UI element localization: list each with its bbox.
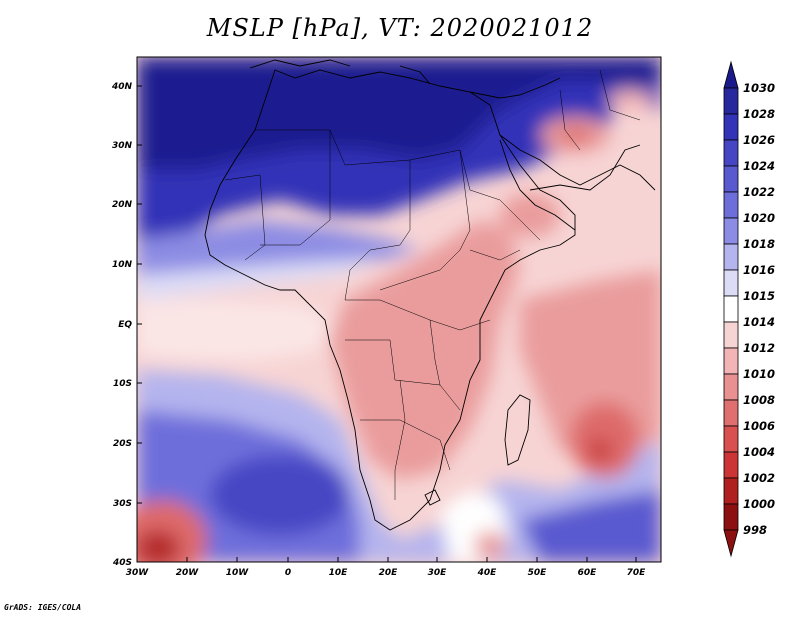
lon-label: 50E [528,568,548,578]
colorbar-cell [723,243,739,271]
lat-label: 30S [113,499,132,509]
colorbar-label: 1008 [743,393,775,407]
colorbar-label: 1004 [743,445,775,459]
colorbar-cell [723,399,739,427]
lon-label: 30E [428,568,448,578]
colorbar-label: 1015 [743,289,775,303]
longitude-axis: 30W 20W 10W 0 10E 20E 30E 40E 50E 60E 70… [126,557,646,578]
colorbar-cell [723,191,739,219]
colorbar-label: 1010 [743,367,775,381]
lat-label: 40S [112,558,132,568]
borders [224,69,641,500]
colorbar-cell [723,451,739,479]
colorbar-cell [723,165,739,193]
latitude-axis: 40N 30N 20N 10N EQ 10S 20S 30S 40S [111,82,142,568]
colorbar-cell [723,373,739,401]
colorbar-cell [723,295,739,323]
colorbar-label: 1012 [743,341,775,355]
colorbar-label: 1018 [743,237,775,251]
colorbar-cell [723,87,739,115]
lon-label: 20E [379,568,399,578]
colorbar-cell [723,321,739,349]
lat-label: EQ [118,320,132,330]
colorbar-cell [723,503,739,531]
colorbar-label: 1020 [743,211,775,225]
coastlines [204,59,656,531]
colorbar-cell [723,477,739,505]
lon-label: 70E [627,568,647,578]
lon-label: 10E [329,568,349,578]
lat-label: 20N [112,200,133,210]
colorbar-cell [723,139,739,167]
colorbar-label: 1014 [743,315,775,329]
colorbar-label: 1028 [743,107,775,121]
pressure-field [137,57,661,562]
map-title: MSLP [hPa], VT: 2020021012 [206,14,594,42]
lat-label: 40N [111,82,133,92]
colorbar-cell [723,347,739,375]
colorbar: 1030 1028 1026 1024 1022 1020 1018 1016 1015 1014… [723,60,775,558]
lon-label: 10W [226,568,250,578]
lon-label: 30W [126,568,150,578]
colorbar-top-arrow [723,60,739,89]
grads-credit: GrADS: IGES/COLA [4,603,82,612]
colorbar-cell [723,217,739,245]
colorbar-label: 1024 [743,159,775,173]
plot-frame [136,56,662,563]
colorbar-bottom-arrow [723,529,739,558]
colorbar-label: 1006 [743,419,775,433]
lon-label: 60E [578,568,598,578]
lat-label: 20S [113,439,132,449]
colorbar-label: 998 [743,523,767,537]
colorbar-label: 1030 [743,81,775,95]
lat-label: 10S [113,379,132,389]
lat-label: 10N [112,260,133,270]
lon-label: 20W [176,568,200,578]
colorbar-label: 1026 [743,133,775,147]
colorbar-label: 1022 [743,185,775,199]
colorbar-cell [723,269,739,297]
colorbar-label: 1000 [743,497,775,511]
lon-label: 0 [285,568,291,578]
colorbar-cell [723,425,739,453]
colorbar-cell [723,113,739,141]
colorbar-label: 1002 [743,471,775,485]
lat-label: 30N [112,141,133,151]
colorbar-label: 1016 [743,263,775,277]
lon-label: 40E [477,568,498,578]
